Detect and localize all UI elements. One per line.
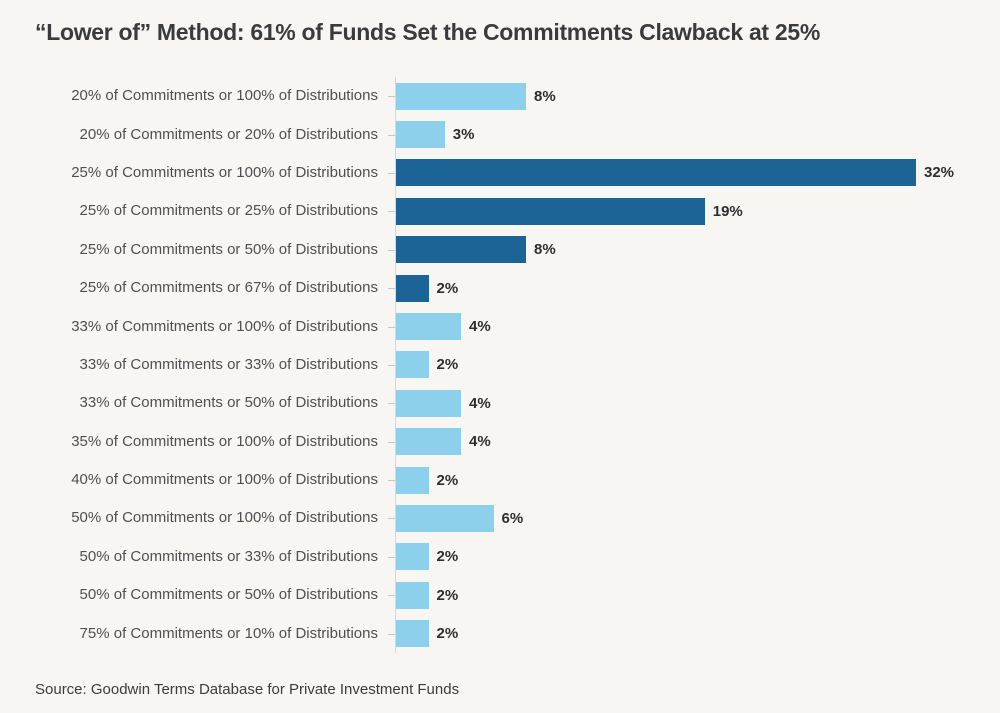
axis-tick	[388, 172, 395, 174]
axis-tick	[388, 211, 395, 213]
plot-area: 8%	[388, 230, 965, 269]
axis-tick	[388, 556, 395, 558]
value-label: 6%	[501, 509, 524, 527]
axis-tick	[388, 518, 395, 520]
category-label: 50% of Commitments or 50% of Distributio…	[79, 586, 378, 604]
value-label: 4%	[469, 433, 491, 451]
plot-area: 2%	[388, 576, 965, 615]
bar	[396, 159, 916, 187]
plot-area: 2%	[388, 614, 965, 653]
plot-area: 2%	[388, 460, 965, 500]
value-label: 2%	[436, 548, 459, 566]
plot-area: 2%	[388, 345, 965, 385]
value-label: 2%	[436, 279, 459, 297]
axis-tick	[388, 288, 395, 290]
category-label: 25% of Commitments or 67% of Distributio…	[79, 279, 378, 297]
chart-row: 25% of Commitments or 100% of Distributi…	[35, 153, 965, 193]
axis-tick	[388, 134, 395, 136]
plot-area: 4%	[388, 422, 965, 461]
plot-area: 6%	[388, 499, 965, 538]
value-label: 2%	[436, 625, 459, 643]
bar-chart: 20% of Commitments or 100% of Distributi…	[35, 77, 965, 653]
value-label: 2%	[436, 586, 459, 604]
category-label: 40% of Commitments or 100% of Distributi…	[71, 471, 378, 489]
chart-row: 75% of Commitments or 10% of Distributio…	[35, 614, 965, 653]
chart-row: 33% of Commitments or 100% of Distributi…	[35, 307, 965, 346]
chart-row: 20% of Commitments or 100% of Distributi…	[35, 77, 965, 116]
category-label: 25% of Commitments or 100% of Distributi…	[71, 163, 378, 181]
plot-area: 19%	[388, 192, 965, 231]
axis-tick	[388, 96, 395, 98]
value-label: 8%	[534, 87, 556, 105]
category-label: 25% of Commitments or 25% of Distributio…	[79, 202, 378, 220]
axis-tick	[388, 595, 395, 597]
source-note: Source: Goodwin Terms Database for Priva…	[35, 680, 460, 698]
plot-area: 4%	[388, 307, 965, 346]
value-label: 19%	[712, 202, 743, 220]
chart-row: 25% of Commitments or 67% of Distributio…	[35, 268, 965, 308]
bar	[396, 274, 429, 302]
chart-row: 33% of Commitments or 33% of Distributio…	[35, 345, 965, 385]
category-label: 20% of Commitments or 20% of Distributio…	[79, 125, 378, 143]
axis-tick	[388, 326, 395, 328]
chart-row: 50% of Commitments or 50% of Distributio…	[35, 576, 965, 615]
category-label: 33% of Commitments or 33% of Distributio…	[79, 355, 378, 373]
bar	[396, 581, 429, 609]
bar	[396, 428, 461, 456]
category-label: 35% of Commitments or 100% of Distributi…	[71, 432, 378, 450]
category-label: 25% of Commitments or 50% of Distributio…	[79, 240, 378, 258]
plot-area: 32%	[388, 153, 965, 193]
value-label: 3%	[452, 126, 475, 144]
chart-row: 25% of Commitments or 25% of Distributio…	[35, 192, 965, 231]
chart-row: 25% of Commitments or 50% of Distributio…	[35, 230, 965, 269]
value-label: 4%	[469, 394, 491, 412]
value-label: 32%	[924, 164, 955, 182]
value-label: 2%	[436, 471, 459, 489]
category-label: 33% of Commitments or 50% of Distributio…	[79, 394, 378, 412]
bar	[396, 121, 445, 149]
value-label: 4%	[469, 318, 491, 336]
bar	[396, 389, 461, 417]
chart-row: 50% of Commitments or 100% of Distributi…	[35, 499, 965, 538]
plot-area: 2%	[388, 268, 965, 308]
axis-tick	[388, 249, 395, 251]
bar	[396, 504, 494, 532]
chart-row: 50% of Commitments or 33% of Distributio…	[35, 537, 965, 577]
plot-area: 4%	[388, 384, 965, 423]
chart-row: 35% of Commitments or 100% of Distributi…	[35, 422, 965, 461]
plot-area: 3%	[388, 115, 965, 154]
chart-row: 20% of Commitments or 20% of Distributio…	[35, 115, 965, 154]
bar	[396, 82, 526, 110]
category-label: 33% of Commitments or 100% of Distributi…	[71, 317, 378, 335]
chart-title: “Lower of” Method: 61% of Funds Set the …	[35, 19, 821, 45]
bar	[396, 197, 705, 225]
chart-row: 40% of Commitments or 100% of Distributi…	[35, 460, 965, 500]
bar	[396, 313, 461, 341]
category-label: 20% of Commitments or 100% of Distributi…	[71, 87, 378, 105]
plot-area: 8%	[388, 77, 965, 116]
bar	[396, 620, 429, 648]
bar	[396, 351, 429, 379]
category-label: 50% of Commitments or 100% of Distributi…	[71, 509, 378, 527]
category-label: 75% of Commitments or 10% of Distributio…	[79, 624, 378, 642]
axis-tick	[388, 441, 395, 443]
bar	[396, 543, 429, 571]
axis-tick	[388, 403, 395, 405]
axis-tick	[388, 633, 395, 635]
axis-tick	[388, 364, 395, 366]
value-label: 2%	[436, 356, 459, 374]
chart-row: 33% of Commitments or 50% of Distributio…	[35, 384, 965, 423]
value-label: 8%	[534, 241, 556, 259]
category-label: 50% of Commitments or 33% of Distributio…	[79, 547, 378, 565]
bar	[396, 466, 429, 494]
plot-area: 2%	[388, 537, 965, 577]
bar	[396, 236, 526, 264]
axis-tick	[388, 480, 395, 482]
